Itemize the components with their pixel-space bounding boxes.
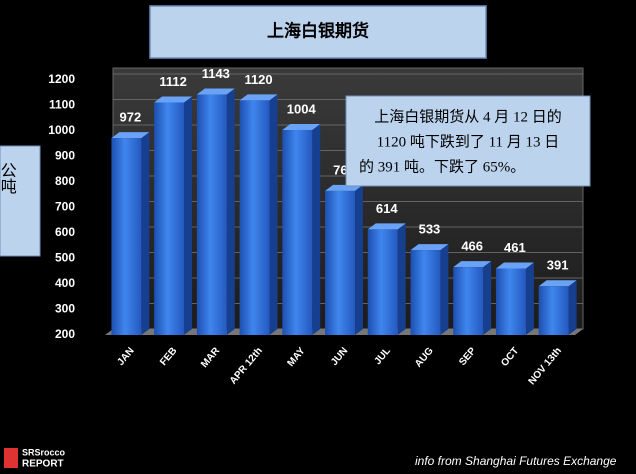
bar-top — [282, 123, 321, 130]
bar-side — [397, 223, 406, 335]
y-tick-label: 500 — [55, 251, 75, 265]
bar — [325, 190, 355, 335]
y-tick-label: 900 — [55, 149, 75, 163]
annotation-line: 上海白银期货从 4 月 12 日的 — [374, 108, 562, 125]
bar-top — [367, 223, 406, 230]
y-tick-label: 300 — [55, 302, 75, 316]
bar — [410, 250, 441, 335]
logo-text: REPORT — [22, 459, 64, 470]
y-axis-label: 公吨 — [0, 162, 17, 194]
bar — [111, 138, 142, 335]
bar-top — [239, 94, 278, 101]
value-label: 1120 — [244, 72, 272, 87]
bar-side — [354, 184, 363, 335]
annotation-line: 1120 吨下跌到了 11 月 13 日 — [377, 133, 560, 150]
y-tick-label: 200 — [55, 327, 75, 341]
bar-side — [269, 94, 278, 336]
y-label-box — [0, 145, 41, 257]
logo-icon — [4, 448, 18, 468]
y-tick-label: 700 — [55, 200, 75, 214]
title-box — [149, 5, 487, 59]
source-note: info from Shanghai Futures Exchange — [415, 454, 617, 468]
bar-top — [111, 132, 150, 139]
bar-top — [538, 280, 577, 287]
chart-title: 上海白银期货 — [267, 20, 369, 40]
value-label: 466 — [461, 239, 483, 254]
bar-top — [154, 96, 193, 103]
value-label: 614 — [376, 201, 398, 216]
y-tick-label: 1200 — [48, 72, 75, 86]
bar-side — [525, 262, 534, 335]
bar-side — [226, 88, 235, 335]
bar-top — [196, 88, 235, 95]
y-tick-label: 1000 — [48, 123, 75, 137]
bar-side — [141, 132, 150, 335]
value-label: 391 — [547, 258, 569, 273]
value-label: 1112 — [159, 74, 187, 89]
y-tick-label: 400 — [55, 276, 75, 290]
bar-top — [453, 261, 492, 268]
bar-side — [568, 280, 577, 335]
bar — [282, 129, 313, 335]
bar — [367, 229, 398, 335]
value-label: 533 — [419, 222, 441, 237]
y-tick-label: 1100 — [49, 98, 75, 112]
bar — [453, 267, 484, 335]
value-label: 1004 — [287, 101, 317, 116]
value-label: 461 — [504, 240, 526, 255]
logo-text: SRSrocco — [22, 447, 66, 457]
value-label: 1143 — [202, 66, 230, 81]
bar — [495, 268, 526, 335]
bar-side — [440, 244, 449, 335]
bar — [196, 94, 227, 335]
bar-side — [483, 261, 492, 335]
bar-top — [410, 244, 449, 251]
annotation-line: 的 391 吨。下跌了 65%。 — [359, 158, 525, 175]
value-label: 972 — [120, 110, 142, 125]
bar-top — [495, 262, 534, 269]
bar-side — [184, 96, 193, 335]
y-tick-label: 600 — [55, 225, 75, 239]
bar — [239, 100, 270, 336]
annotation-box — [345, 95, 591, 187]
y-tick-label: 800 — [55, 174, 75, 188]
bar — [154, 102, 185, 335]
bar-side — [312, 123, 321, 335]
bar — [538, 286, 569, 335]
